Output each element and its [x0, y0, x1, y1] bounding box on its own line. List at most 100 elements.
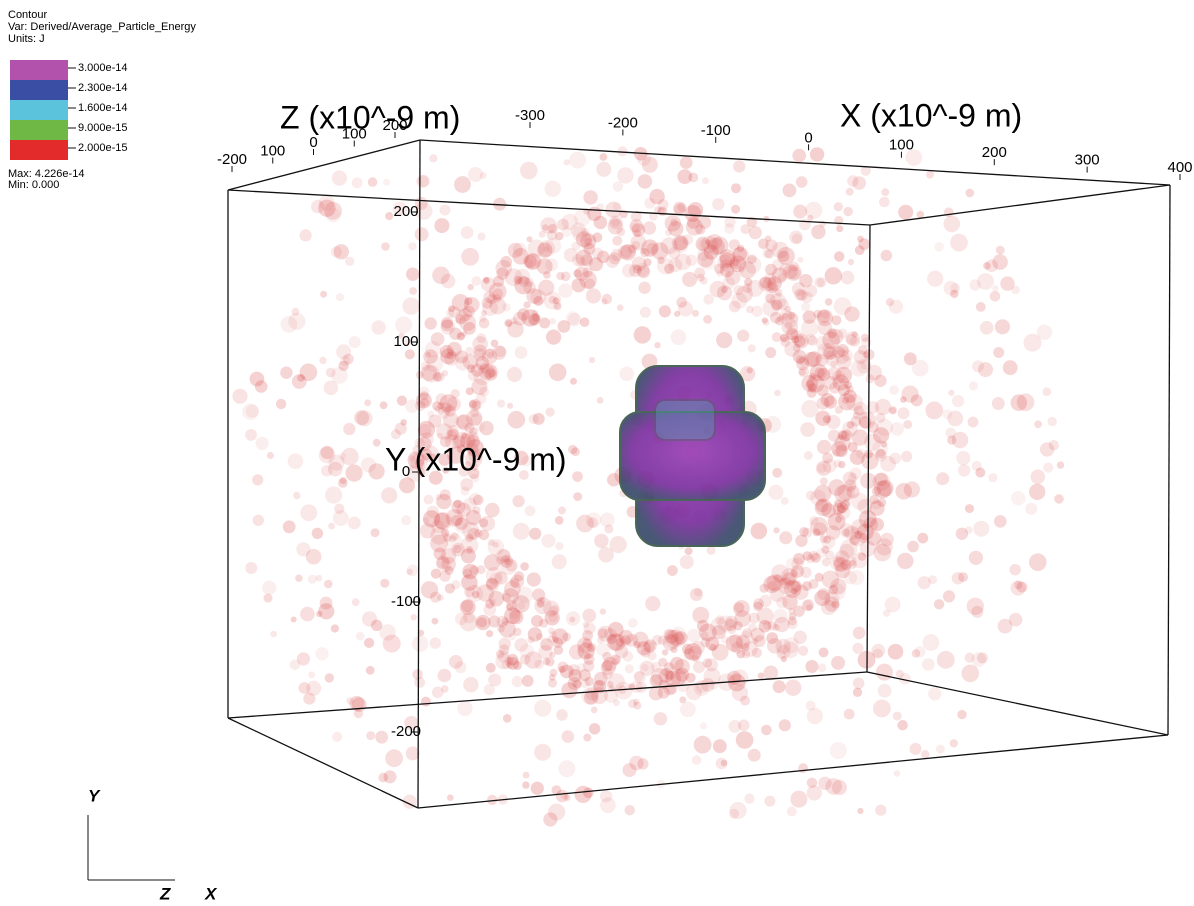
particle — [324, 201, 342, 220]
particle — [971, 460, 982, 472]
particle — [459, 437, 470, 448]
particle — [828, 583, 846, 601]
particle — [526, 288, 542, 304]
particle — [511, 676, 523, 688]
particle — [687, 202, 704, 218]
particle — [603, 656, 618, 671]
particle — [280, 316, 298, 333]
particle — [771, 267, 788, 284]
particle — [828, 328, 844, 345]
particle — [696, 273, 705, 282]
particle — [610, 248, 623, 262]
particle — [455, 350, 469, 364]
particle — [479, 172, 487, 179]
particle — [774, 389, 781, 397]
particle — [837, 504, 846, 514]
particle — [765, 235, 772, 242]
particle — [826, 354, 839, 367]
legend-label: 9.000e-15 — [78, 122, 128, 134]
particle — [602, 651, 612, 662]
particle — [763, 575, 781, 593]
particle — [793, 630, 807, 644]
particle — [791, 557, 804, 571]
particle — [875, 418, 894, 436]
particle — [521, 675, 534, 687]
particle — [488, 282, 507, 301]
particle — [380, 578, 390, 588]
particle — [994, 515, 1007, 528]
particle — [697, 248, 710, 261]
particle — [858, 411, 876, 429]
particle — [1030, 469, 1046, 485]
particle — [319, 596, 333, 610]
particle — [571, 680, 578, 688]
particle — [449, 655, 463, 669]
particle — [395, 316, 413, 334]
particle — [699, 722, 708, 730]
particle — [379, 624, 396, 641]
x-tick-label: 100 — [889, 137, 914, 154]
particle — [245, 404, 259, 418]
particle — [778, 719, 791, 732]
particle — [839, 430, 851, 442]
particle — [809, 147, 825, 162]
particle — [977, 273, 994, 290]
particle — [454, 517, 471, 534]
particle — [806, 707, 823, 725]
legend: Contour Var: Derived/Average_Particle_En… — [8, 9, 196, 191]
particle — [575, 256, 586, 267]
particle — [577, 637, 593, 654]
particle — [407, 451, 425, 469]
particle — [326, 207, 341, 223]
particle — [385, 212, 394, 221]
particle — [637, 758, 649, 770]
particle — [679, 156, 693, 170]
particle — [419, 432, 434, 447]
particle — [899, 672, 911, 685]
particle — [724, 618, 737, 632]
particle — [833, 202, 843, 212]
particle — [553, 645, 564, 655]
particle — [781, 312, 789, 320]
particle — [455, 414, 470, 429]
particle — [731, 204, 741, 214]
particle — [375, 730, 389, 744]
particle — [599, 608, 607, 615]
particle — [513, 571, 525, 582]
particle — [971, 652, 986, 667]
particle — [495, 653, 512, 670]
particle — [851, 429, 869, 446]
particle — [348, 336, 361, 348]
particle — [461, 432, 468, 439]
particle — [712, 198, 725, 211]
particle — [475, 614, 491, 631]
particle — [507, 402, 514, 409]
particle — [729, 808, 739, 819]
particle — [848, 473, 858, 483]
particle — [674, 253, 692, 271]
particle — [506, 657, 520, 670]
particle — [1014, 581, 1023, 590]
particle — [325, 486, 343, 504]
particle — [629, 219, 644, 233]
particle — [392, 201, 408, 217]
particle — [343, 422, 356, 436]
particle — [430, 527, 448, 545]
particle — [456, 414, 473, 431]
particle — [794, 288, 806, 301]
x-tick-label: 300 — [1075, 152, 1100, 169]
particle — [721, 286, 728, 294]
particle — [826, 414, 841, 430]
particle — [557, 661, 569, 673]
z-tick-label: 100 — [342, 125, 367, 142]
particle — [546, 329, 562, 345]
particle — [798, 645, 809, 656]
particle — [547, 635, 555, 643]
particle — [521, 309, 539, 327]
particle — [421, 445, 439, 463]
particle — [677, 301, 694, 317]
particle — [758, 276, 774, 292]
particle — [439, 436, 451, 448]
particle — [968, 550, 984, 565]
particle — [889, 385, 899, 395]
